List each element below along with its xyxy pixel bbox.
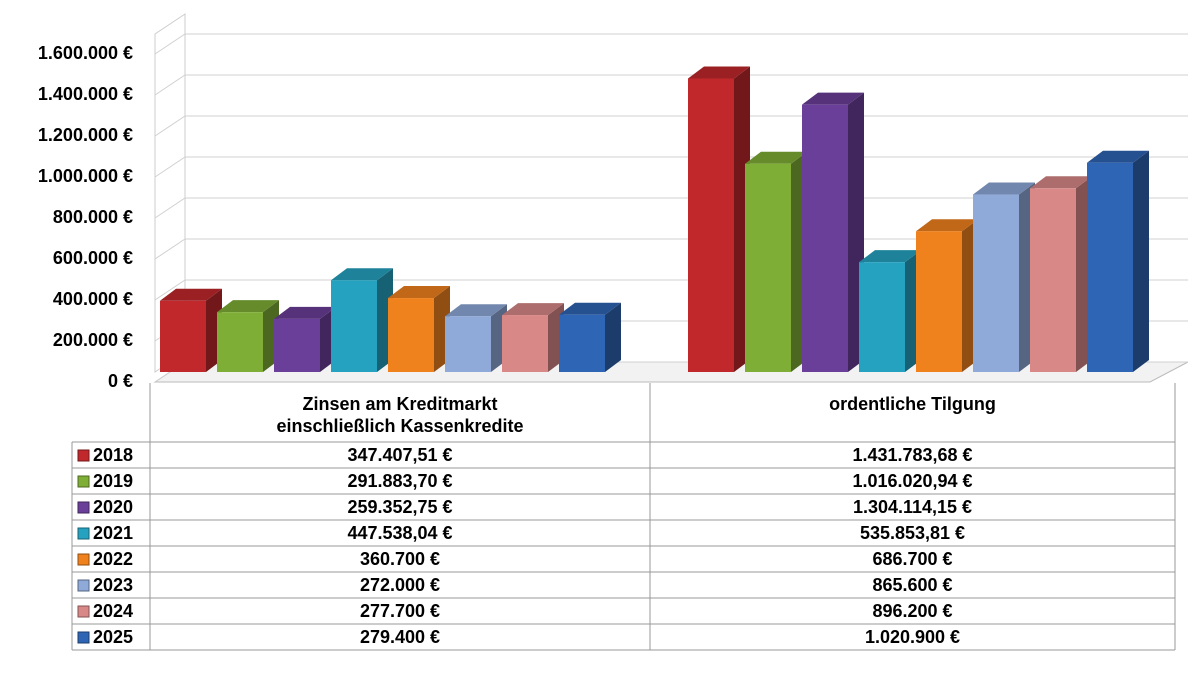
legend-label: 2024 <box>93 601 133 621</box>
legend-label: 2022 <box>93 549 133 569</box>
bar-side <box>1133 150 1149 372</box>
bar-top <box>388 286 450 299</box>
bar-top <box>502 303 564 316</box>
bar <box>217 300 279 372</box>
bar <box>388 286 450 372</box>
table-cell: 291.883,70 € <box>347 471 452 491</box>
table-cell: 279.400 € <box>360 627 440 647</box>
table-cell: 360.700 € <box>360 549 440 569</box>
bar <box>745 163 791 372</box>
bar-top <box>331 268 393 281</box>
bar <box>388 298 434 372</box>
legend-swatch <box>77 553 90 566</box>
table-cell: 277.700 € <box>360 601 440 621</box>
bar-top <box>973 182 1035 195</box>
bar-top <box>688 66 750 79</box>
bar-top <box>559 302 621 315</box>
table-cell: 535.853,81 € <box>860 523 965 543</box>
bar <box>688 66 750 372</box>
grid-line <box>154 74 1188 96</box>
y-tick-label: 1.600.000 € <box>38 43 133 63</box>
table-header: Zinsen am Kreditmarkt einschließlich Kas… <box>276 394 524 436</box>
legend-swatch <box>77 501 90 514</box>
y-tick-label: 800.000 € <box>53 207 133 227</box>
legend-swatch <box>77 631 90 644</box>
bar <box>859 250 921 372</box>
bar <box>859 262 905 372</box>
bar-top <box>445 304 507 317</box>
bar <box>1087 162 1133 372</box>
bar <box>160 288 222 372</box>
y-tick-label: 600.000 € <box>53 248 133 268</box>
bar <box>217 312 263 372</box>
bar <box>160 300 206 372</box>
legend-swatch <box>77 527 90 540</box>
bar <box>802 92 864 372</box>
legend-swatch <box>77 449 90 462</box>
legend-swatch <box>77 475 90 488</box>
legend-label: 2018 <box>93 445 133 465</box>
y-tick-label: 0 € <box>108 371 133 391</box>
bar-top <box>160 288 222 301</box>
bar-top <box>1030 176 1092 189</box>
bar <box>973 182 1035 372</box>
bar-top <box>745 151 807 164</box>
table-cell: 1.020.900 € <box>865 627 960 647</box>
bar <box>274 306 336 372</box>
bar-top <box>274 306 336 319</box>
y-tick-label: 1.200.000 € <box>38 125 133 145</box>
bar-top <box>1087 150 1149 163</box>
legend-swatch <box>77 579 90 592</box>
grid-line <box>154 115 1188 137</box>
bar <box>688 78 734 372</box>
bar <box>502 303 564 372</box>
bar-top <box>916 219 978 232</box>
bar <box>1087 150 1149 372</box>
bar <box>916 219 978 372</box>
y-tick-label: 1.400.000 € <box>38 84 133 104</box>
bar-top <box>802 92 864 105</box>
bar <box>331 268 393 372</box>
legend-label: 2023 <box>93 575 133 595</box>
bar <box>802 104 848 372</box>
legend-label: 2021 <box>93 523 133 543</box>
bar <box>445 304 507 372</box>
y-tick-label: 200.000 € <box>53 330 133 350</box>
table-cell: 272.000 € <box>360 575 440 595</box>
legend-swatch <box>77 605 90 618</box>
table-header: ordentliche Tilgung <box>829 394 996 414</box>
y-tick-label: 1.000.000 € <box>38 166 133 186</box>
table-cell: 347.407,51 € <box>347 445 452 465</box>
bar <box>559 314 605 372</box>
bar <box>331 280 377 372</box>
legend-label: 2025 <box>93 627 133 647</box>
y-tick-label: 400.000 € <box>53 289 133 309</box>
grid-line <box>154 33 1188 55</box>
table-cell: 1.304.114,15 € <box>853 497 972 517</box>
table-cell: 686.700 € <box>872 549 952 569</box>
legend-label: 2020 <box>93 497 133 517</box>
table-cell: 1.431.783,68 € <box>852 445 972 465</box>
table-cell: 259.352,75 € <box>347 497 452 517</box>
bar <box>1030 176 1092 372</box>
bar <box>745 151 807 372</box>
table-cell: 447.538,04 € <box>347 523 452 543</box>
bar <box>973 194 1019 372</box>
bar <box>502 315 548 372</box>
bar <box>916 231 962 372</box>
legend-label: 2019 <box>93 471 133 491</box>
bar-side <box>605 302 621 372</box>
grid-line <box>154 156 1188 178</box>
bar <box>1030 188 1076 372</box>
bar <box>274 318 320 372</box>
bar-top <box>859 250 921 263</box>
bar <box>445 316 491 372</box>
bar-top <box>217 300 279 313</box>
table-cell: 1.016.020,94 € <box>852 471 972 491</box>
table-cell: 896.200 € <box>872 601 952 621</box>
table-cell: 865.600 € <box>872 575 952 595</box>
bar <box>559 302 621 372</box>
